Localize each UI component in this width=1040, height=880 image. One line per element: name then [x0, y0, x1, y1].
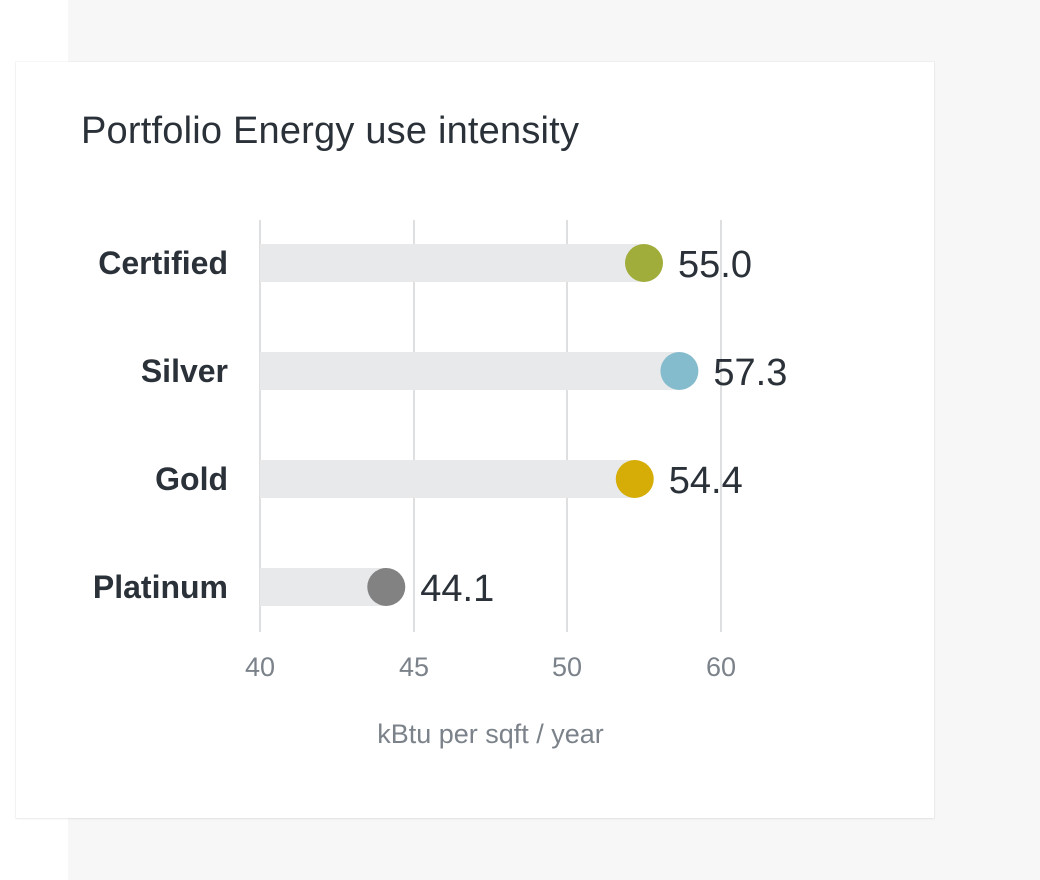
- category-label-certified: Certified: [98, 245, 228, 281]
- bar-tracks: [260, 244, 680, 606]
- bar-track-gold: [260, 460, 635, 498]
- chart-card: Portfolio Energy use intensity Certified…: [16, 62, 934, 818]
- category-label-gold: Gold: [155, 461, 228, 497]
- gridlines: [259, 220, 722, 632]
- eui-lollipop-chart: Certified 55.0 Silver 57.3 Gold 54.4 Platinum 4…: [93, 220, 788, 749]
- category-label-platinum: Platinum: [93, 569, 228, 605]
- x-tick-label-60: 60: [706, 652, 736, 682]
- value-label-gold: 54.4: [669, 460, 743, 502]
- bar-track-certified: [260, 244, 644, 282]
- value-dot-certified[interactable]: [625, 244, 663, 282]
- bar-track-platinum: [260, 568, 387, 606]
- value-label-platinum: 44.1: [420, 568, 494, 610]
- value-dot-silver[interactable]: [660, 352, 699, 390]
- value-dot-gold[interactable]: [615, 460, 654, 498]
- bar-track-silver: [260, 352, 680, 390]
- value-dots: [367, 244, 699, 606]
- value-label-certified: 55.0: [678, 244, 752, 286]
- chart-title: Portfolio Energy use intensity: [81, 110, 580, 152]
- category-label-silver: Silver: [141, 353, 228, 389]
- x-axis-label: kBtu per sqft / year: [377, 719, 604, 749]
- labels: Certified 55.0 Silver 57.3 Gold 54.4 Platinum 4…: [93, 244, 788, 749]
- x-tick-label-45: 45: [399, 652, 429, 682]
- value-label-silver: 57.3: [713, 352, 787, 394]
- value-dot-platinum[interactable]: [367, 568, 406, 606]
- x-tick-label-50: 50: [552, 652, 582, 682]
- x-tick-label-40: 40: [245, 652, 275, 682]
